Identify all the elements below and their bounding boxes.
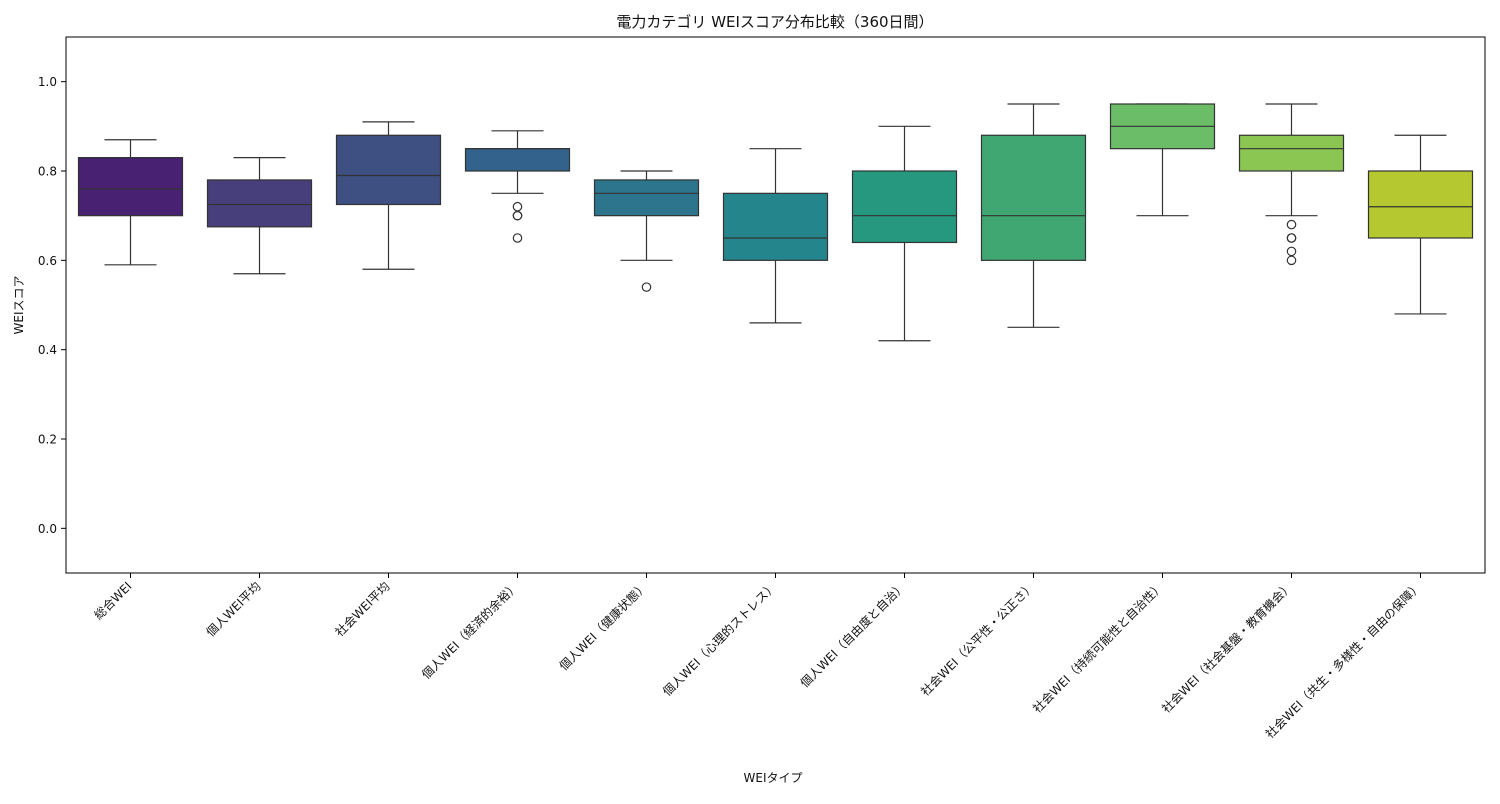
y-tick-label: 0.0: [38, 522, 57, 536]
x-tick-label: 個人WEI（心理的ストレス）: [659, 579, 779, 699]
y-tick-label: 1.0: [38, 75, 57, 89]
chart-title: 電力カテゴリ WEIスコア分布比較（360日間）: [616, 13, 933, 31]
box: [464, 148, 571, 172]
y-tick-label: 0.8: [38, 165, 57, 179]
x-tick-label: 社会WEI（持続可能性と自治性）: [1029, 579, 1166, 716]
box: [722, 192, 829, 261]
x-tick-label: 社会WEI（共生・多様性・自由の保障）: [1262, 579, 1425, 742]
plot-area-frame: [65, 36, 1486, 574]
box: [206, 179, 313, 228]
outlier-point: [512, 201, 523, 212]
outlier-point: [512, 233, 523, 243]
x-tick-label: 社会WEI平均: [332, 579, 393, 640]
box: [980, 134, 1087, 261]
box: [77, 157, 184, 217]
x-tick-label: 個人WEI平均: [204, 579, 264, 639]
y-tick-label: 0.2: [38, 433, 57, 447]
y-tick-label: 0.6: [38, 254, 57, 268]
box: [1238, 134, 1345, 172]
x-tick-label: 総合WEI: [91, 579, 135, 623]
box: [593, 179, 700, 217]
x-axis-label: WEIタイプ: [744, 771, 803, 785]
outlier-point: [641, 282, 652, 292]
outlier-point: [1286, 219, 1297, 230]
outlier-point: [1286, 233, 1297, 243]
y-tick-label: 0.4: [38, 343, 57, 357]
outlier-point: [1286, 246, 1297, 257]
y-axis-label: WEIスコア: [12, 276, 26, 335]
x-tick-label: 個人WEI（経済的余裕）: [418, 579, 521, 682]
box: [335, 134, 442, 206]
x-tick-label: 個人WEI（自由度と自治）: [797, 579, 909, 691]
x-tick-label: 個人WEI（健康状態）: [556, 579, 651, 674]
box: [851, 170, 958, 244]
x-tick-label: 社会WEI（社会基盤・教育機会）: [1158, 579, 1295, 716]
x-tick-label: 社会WEI（公平性・公正さ）: [917, 579, 1037, 699]
outlier-point: [1286, 255, 1297, 266]
box: [1367, 170, 1474, 239]
outlier-point: [512, 210, 523, 221]
